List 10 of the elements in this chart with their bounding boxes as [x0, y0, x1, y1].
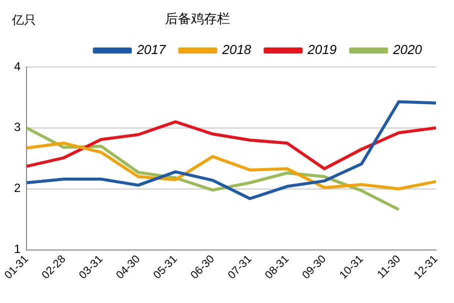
y-tick-label: 4	[14, 59, 21, 74]
legend-label: 2017	[136, 42, 167, 58]
chart-title: 后备鸡存栏	[165, 10, 230, 28]
y-tick-label: 3	[14, 120, 21, 134]
y-axis-title: 亿只	[12, 12, 36, 29]
legend-label: 2018	[221, 42, 252, 58]
y-tick-label: 1	[14, 242, 21, 256]
y-tick-label: 2	[14, 181, 21, 196]
legend-label: 2019	[306, 42, 337, 58]
legend-label: 2020	[392, 42, 423, 58]
